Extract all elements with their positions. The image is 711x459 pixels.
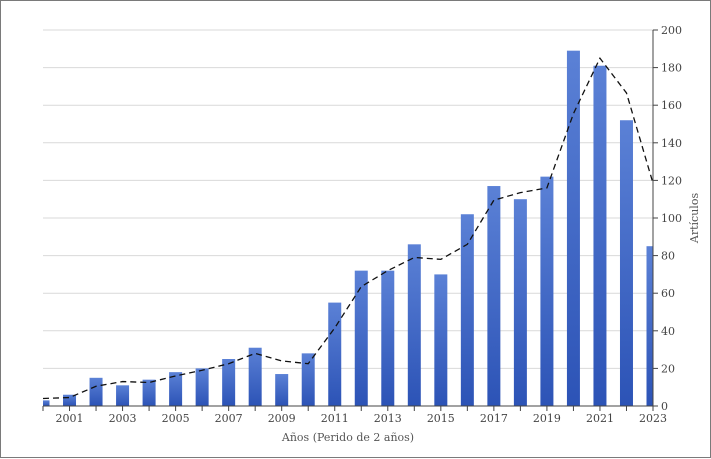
x-tick-label: 2023 <box>639 412 667 425</box>
bar-2008 <box>248 347 262 406</box>
gridlines <box>43 29 653 369</box>
bar-2019 <box>540 176 554 406</box>
bar-2013 <box>381 270 395 406</box>
x-tick-label: 2013 <box>374 412 402 425</box>
bar-2009 <box>275 374 289 406</box>
y-tick-label: 100 <box>661 212 682 225</box>
bar-2014 <box>407 244 421 406</box>
bars <box>43 50 653 407</box>
bar-2005 <box>169 372 183 406</box>
x-tick-label: 2011 <box>321 412 349 425</box>
x-tick-label: 2021 <box>586 412 614 425</box>
x-axis-title: Años (Perido de 2 años) <box>281 431 414 444</box>
x-tick-label: 2005 <box>162 412 190 425</box>
trendline-path <box>42 56 654 400</box>
y-tick-label: 60 <box>661 287 675 300</box>
bar-2011 <box>328 302 342 406</box>
x-tick-label: 2017 <box>480 412 508 425</box>
bar-2006 <box>195 368 209 406</box>
x-tick-labels: 2001 2003 2005 2007 2009 2011 2013 2015 2017 2019… <box>42 406 667 425</box>
y-tick-label: 200 <box>661 24 682 37</box>
bar-2007 <box>222 359 236 406</box>
y-tick-label: 80 <box>661 250 675 263</box>
bar-2012 <box>354 270 368 406</box>
bar-2016 <box>460 214 474 406</box>
bar-2021 <box>593 65 607 406</box>
y-tick-label: 40 <box>661 325 675 338</box>
x-tick-label: 2001 <box>56 412 84 425</box>
x-tick-label: 2009 <box>268 412 296 425</box>
y-tick-label: 160 <box>661 99 682 112</box>
bar-2015 <box>434 274 448 406</box>
trendline <box>42 56 654 400</box>
bar-2004 <box>142 379 156 406</box>
bar-2017 <box>487 186 501 406</box>
bar-2023 <box>646 246 653 406</box>
bar-2022 <box>619 120 633 407</box>
y-axis-title: Artículos <box>688 193 701 245</box>
bar-2001 <box>63 394 77 406</box>
bar-2000 <box>43 400 50 406</box>
y-tick-label: 140 <box>661 137 682 150</box>
bar-2003 <box>116 385 130 406</box>
bar-2020 <box>566 50 580 407</box>
x-tick-label: 2003 <box>109 412 137 425</box>
bar-2010 <box>301 353 315 406</box>
bar-2018 <box>513 199 527 406</box>
x-tick-label: 2015 <box>427 412 455 425</box>
y-tick-label: 180 <box>661 62 682 75</box>
y-tick-labels: 0 20 40 60 80 100 120 140 160 180 200 <box>653 24 682 413</box>
x-tick-label: 2007 <box>215 412 243 425</box>
bar-2002 <box>89 377 103 406</box>
y-tick-label: 120 <box>661 174 682 187</box>
y-tick-label: 0 <box>661 400 668 413</box>
y-tick-label: 20 <box>661 362 675 375</box>
x-tick-label: 2019 <box>533 412 561 425</box>
